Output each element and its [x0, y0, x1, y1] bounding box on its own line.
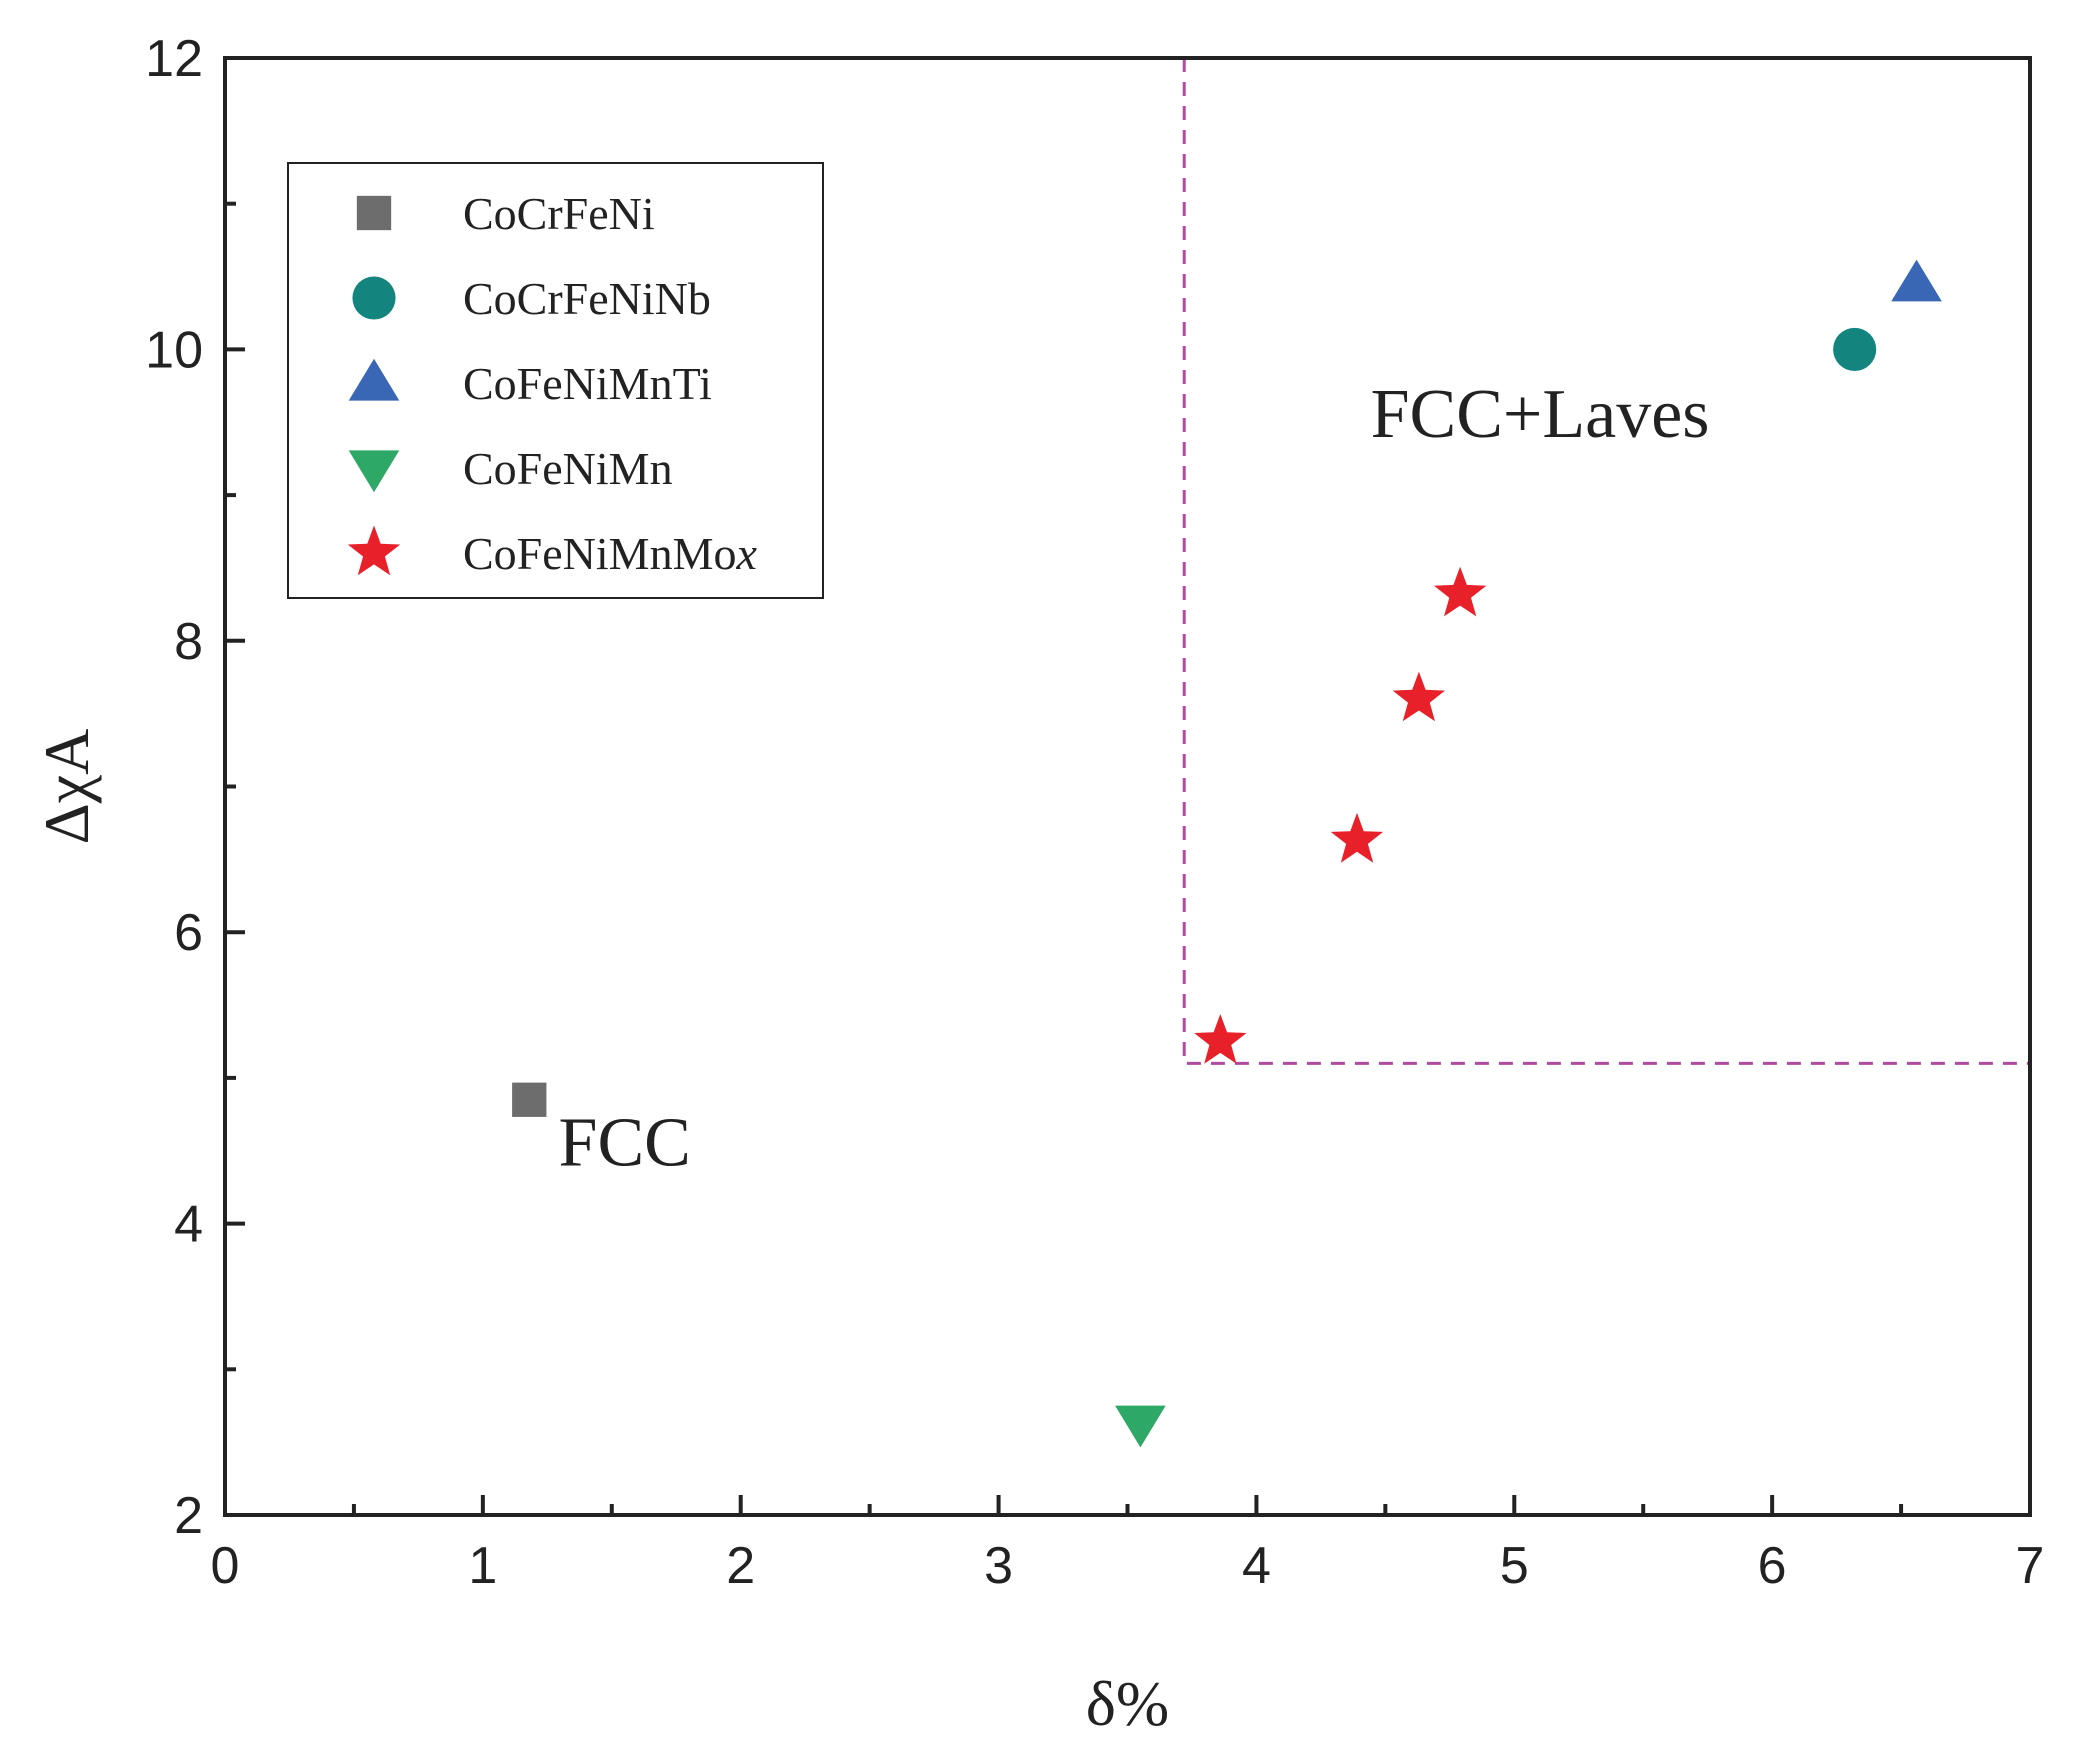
annotation-fcc-laves: FCC+Laves	[1371, 376, 1710, 453]
point-cofenimnmox	[1392, 671, 1445, 722]
legend-label-cocrfeninb: CoCrFeNiNb	[463, 273, 711, 324]
legend-label-main: CoFeNiMnMo	[463, 528, 736, 579]
x-tick-label: 4	[1242, 1537, 1271, 1595]
y-tick-label: 10	[145, 321, 203, 379]
legend: CoCrFeNi CoCrFeNiNb CoFeNiMnTi CoFeNiMn CoFe…	[287, 162, 824, 599]
point-cocrfeni	[512, 1082, 547, 1117]
x-tick-label: 6	[1758, 1537, 1787, 1595]
x-tick-label: 7	[2016, 1537, 2045, 1595]
legend-marker-cocrfeni	[356, 195, 392, 231]
x-axis-title: δ%	[1086, 1668, 1169, 1739]
y-axis-title: ΔχA	[31, 729, 102, 845]
point-cocrfeninb	[1833, 327, 1877, 371]
y-tick-label: 12	[145, 30, 203, 88]
legend-label-cocrfeni: CoCrFeNi	[463, 188, 655, 239]
x-tick-label: 2	[726, 1537, 755, 1595]
legend-marker-cofenimn	[348, 450, 400, 493]
x-tick-label: 3	[984, 1537, 1013, 1595]
legend-label-italic: x	[735, 528, 757, 579]
x-tick-label: 1	[468, 1537, 497, 1595]
legend-label-cofenimn: CoFeNiMn	[463, 443, 673, 494]
legend-label-cofenimnmox: CoFeNiMnMox	[463, 528, 757, 579]
point-cofenimnmox	[1434, 566, 1487, 617]
point-cofenimnti	[1891, 259, 1942, 302]
legend-label-cofenimnti: CoFeNiMnTi	[463, 358, 712, 409]
region-boundary	[1182, 58, 2030, 1065]
y-tick-label: 8	[174, 613, 203, 671]
point-cofenimnmox	[1194, 1014, 1247, 1064]
plot-frame	[223, 56, 2032, 1517]
y-tick-label: 6	[174, 904, 203, 962]
data-points	[512, 259, 1942, 1448]
point-cofenimnmox	[1330, 812, 1384, 863]
annotation-fcc: FCC	[559, 1104, 691, 1181]
phase-boundary-line	[1182, 58, 2030, 1065]
x-tick-label: 5	[1500, 1537, 1529, 1595]
region-annotations: FCC+Laves FCC	[559, 376, 1710, 1181]
y-tick-label: 4	[174, 1196, 203, 1254]
legend-marker-cofenimnti	[348, 358, 400, 401]
x-tick-label: 0	[211, 1537, 240, 1595]
point-cofenimn	[1115, 1405, 1166, 1448]
legend-marker-cofenimnmox	[347, 525, 401, 576]
legend-marker-cocrfeninb	[352, 276, 396, 320]
y-tick-label: 2	[174, 1487, 203, 1545]
